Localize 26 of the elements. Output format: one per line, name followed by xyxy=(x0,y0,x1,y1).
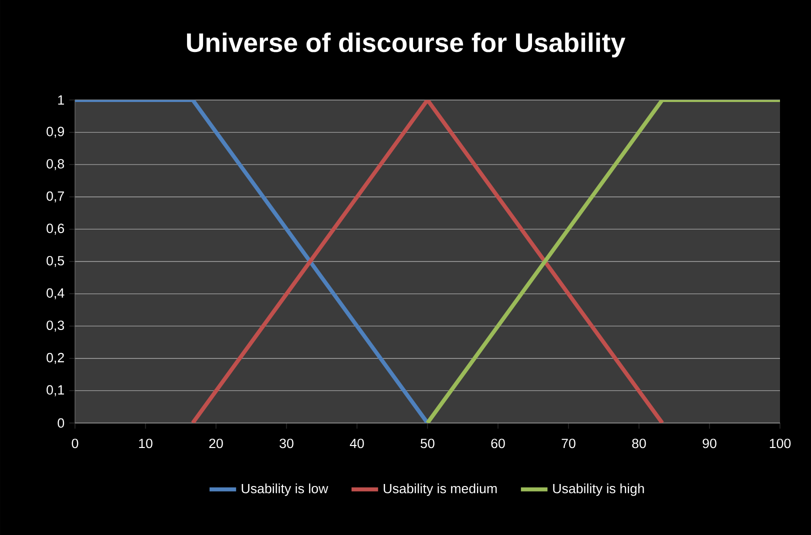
chart-title: Universe of discourse for Usability xyxy=(187,32,626,58)
y-tick-label: 0,7 xyxy=(46,191,64,202)
x-tick-label: 60 xyxy=(491,438,505,448)
y-tick-label: 0,5 xyxy=(46,256,64,268)
legend-label: Usability is low xyxy=(242,483,328,496)
x-tick-label: 50 xyxy=(420,438,434,448)
x-tick-label: 0 xyxy=(72,438,78,448)
y-tick-label: 1 xyxy=(58,95,64,105)
y-tick-label: 0,2 xyxy=(46,352,64,364)
x-tick-label: 40 xyxy=(350,438,364,448)
legend-label: Usability is medium xyxy=(384,483,497,496)
legend-label: Usability is high xyxy=(553,483,644,496)
x-tick-label: 80 xyxy=(632,438,646,448)
y-tick-label: 0 xyxy=(58,418,64,428)
y-tick-label: 0,9 xyxy=(46,126,64,138)
x-tick-label: 10 xyxy=(139,438,152,448)
x-tick-label: 100 xyxy=(770,438,791,448)
y-tick-label: 0,6 xyxy=(46,224,64,235)
x-tick-label: 70 xyxy=(562,438,576,448)
y-tick-label: 0,8 xyxy=(46,159,64,170)
y-tick-label: 0,1 xyxy=(46,385,64,396)
x-tick-label: 90 xyxy=(702,438,716,448)
x-tick-label: 20 xyxy=(209,438,223,448)
y-tick-label: 0,4 xyxy=(46,288,64,300)
y-tick-label: 0,3 xyxy=(46,320,64,332)
x-tick-label: 30 xyxy=(280,438,294,448)
